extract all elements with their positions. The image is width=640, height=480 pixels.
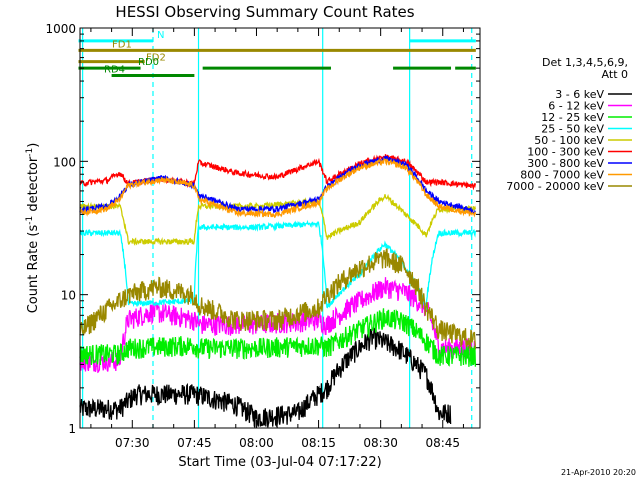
y-tick-label: 1000 xyxy=(45,22,76,36)
legend-label-5: 100 - 300 keV xyxy=(527,146,604,159)
series-line-4 xyxy=(79,193,477,246)
y-tick-label: 100 xyxy=(53,155,76,169)
flag-label-n: N xyxy=(157,30,164,41)
legend-label-6: 300 - 800 keV xyxy=(527,157,604,170)
plot-frame xyxy=(79,27,481,429)
x-tick-label: 08:45 xyxy=(425,436,460,450)
x-axis-label: Start Time (03-Jul-04 07:17:22) xyxy=(178,455,381,470)
series-line-8 xyxy=(79,248,477,349)
legend-label-2: 12 - 25 keV xyxy=(541,111,604,124)
legend-label-1: 6 - 12 keV xyxy=(548,100,604,113)
flag-label-fd1: FD1 xyxy=(112,39,132,50)
x-tick-label: 07:45 xyxy=(177,436,212,450)
legend-label-0: 3 - 6 keV xyxy=(555,88,604,101)
series-line-0 xyxy=(79,326,452,428)
flag-label-rd0: RD0 xyxy=(138,57,159,68)
x-tick-label: 08:00 xyxy=(239,436,274,450)
series-line-7 xyxy=(79,157,477,219)
flag-label-rd4: RD4 xyxy=(104,65,125,76)
date-stamp: 21-Apr-2010 20:20 xyxy=(561,468,636,477)
legend-label-3: 25 - 50 keV xyxy=(541,123,604,136)
x-tick-label: 08:15 xyxy=(301,436,336,450)
x-tick-label: 08:30 xyxy=(363,436,398,450)
series-line-2 xyxy=(79,308,477,367)
legend-title: Det 1,3,4,5,6,9, xyxy=(542,56,628,69)
flag-label-fd2: FD2 xyxy=(146,53,166,64)
y-tick-label: 1 xyxy=(68,422,76,436)
legend-subtitle: Att 0 xyxy=(602,68,628,81)
legend-label-7: 800 - 7000 keV xyxy=(520,169,604,182)
series-line-1 xyxy=(79,277,477,374)
x-tick-label: 07:30 xyxy=(115,436,150,450)
legend-label-8: 7000 - 20000 keV xyxy=(506,180,604,193)
chart-title: HESSI Observing Summary Count Rates xyxy=(115,3,414,21)
y-axis-label: Count Rate (s-1 detector-1) xyxy=(25,143,41,314)
legend-label-4: 50 - 100 keV xyxy=(534,134,604,147)
y-tick-label: 10 xyxy=(61,289,76,303)
